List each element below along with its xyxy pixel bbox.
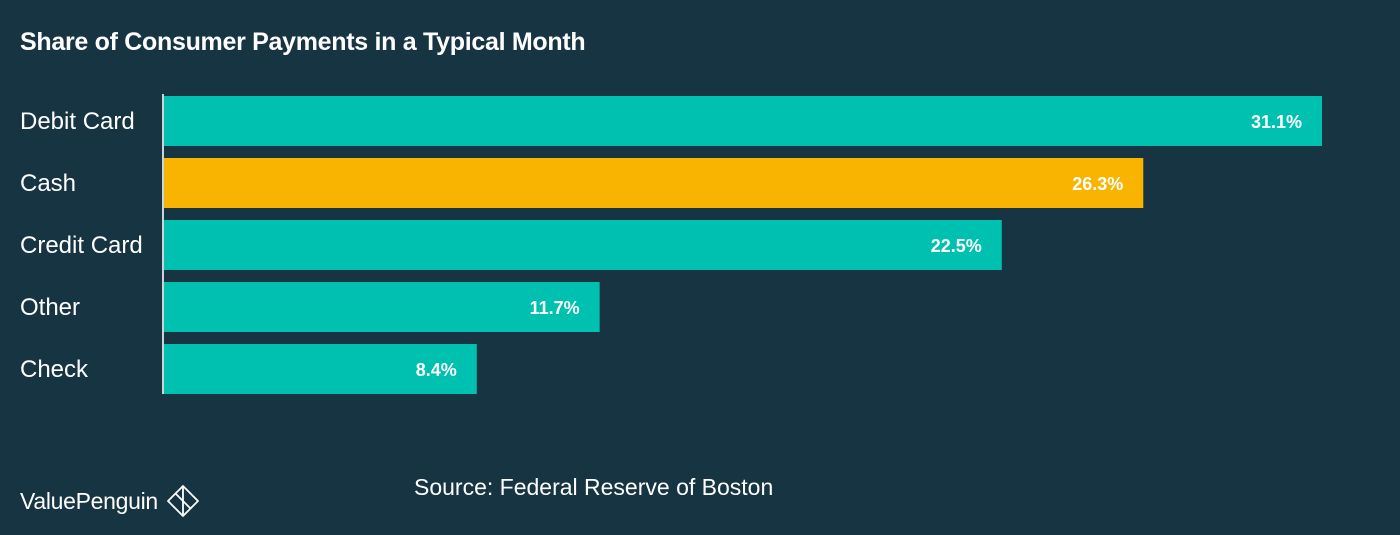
valuepenguin-logo-icon xyxy=(167,485,199,517)
category-label-other: Other xyxy=(20,294,80,321)
value-label-check: 8.4% xyxy=(416,360,457,380)
bar-credit-card xyxy=(164,220,1002,270)
value-label-debit-card: 31.1% xyxy=(1251,112,1302,132)
value-label-credit-card: 22.5% xyxy=(931,236,982,256)
source-note: Source: Federal Reserve of Boston xyxy=(414,474,774,500)
bar-check xyxy=(164,344,477,394)
brand: ValuePenguin xyxy=(20,484,200,518)
bar-debit-card xyxy=(164,96,1322,146)
category-label-check: Check xyxy=(20,356,89,383)
value-label-cash: 26.3% xyxy=(1072,174,1123,194)
category-label-cash: Cash xyxy=(20,170,76,197)
brand-name: ValuePenguin xyxy=(20,487,158,514)
chart-title: Share of Consumer Payments in a Typical … xyxy=(20,28,586,56)
category-label-credit-card: Credit Card xyxy=(20,232,143,259)
bars-group: Debit Card 31.1% Cash 26.3% Credit Card 22.5%… xyxy=(20,96,1322,394)
value-label-other: 11.7% xyxy=(530,298,580,318)
bar-cash xyxy=(164,158,1144,208)
category-label-debit-card: Debit Card xyxy=(20,108,135,135)
bar-other xyxy=(164,282,600,332)
